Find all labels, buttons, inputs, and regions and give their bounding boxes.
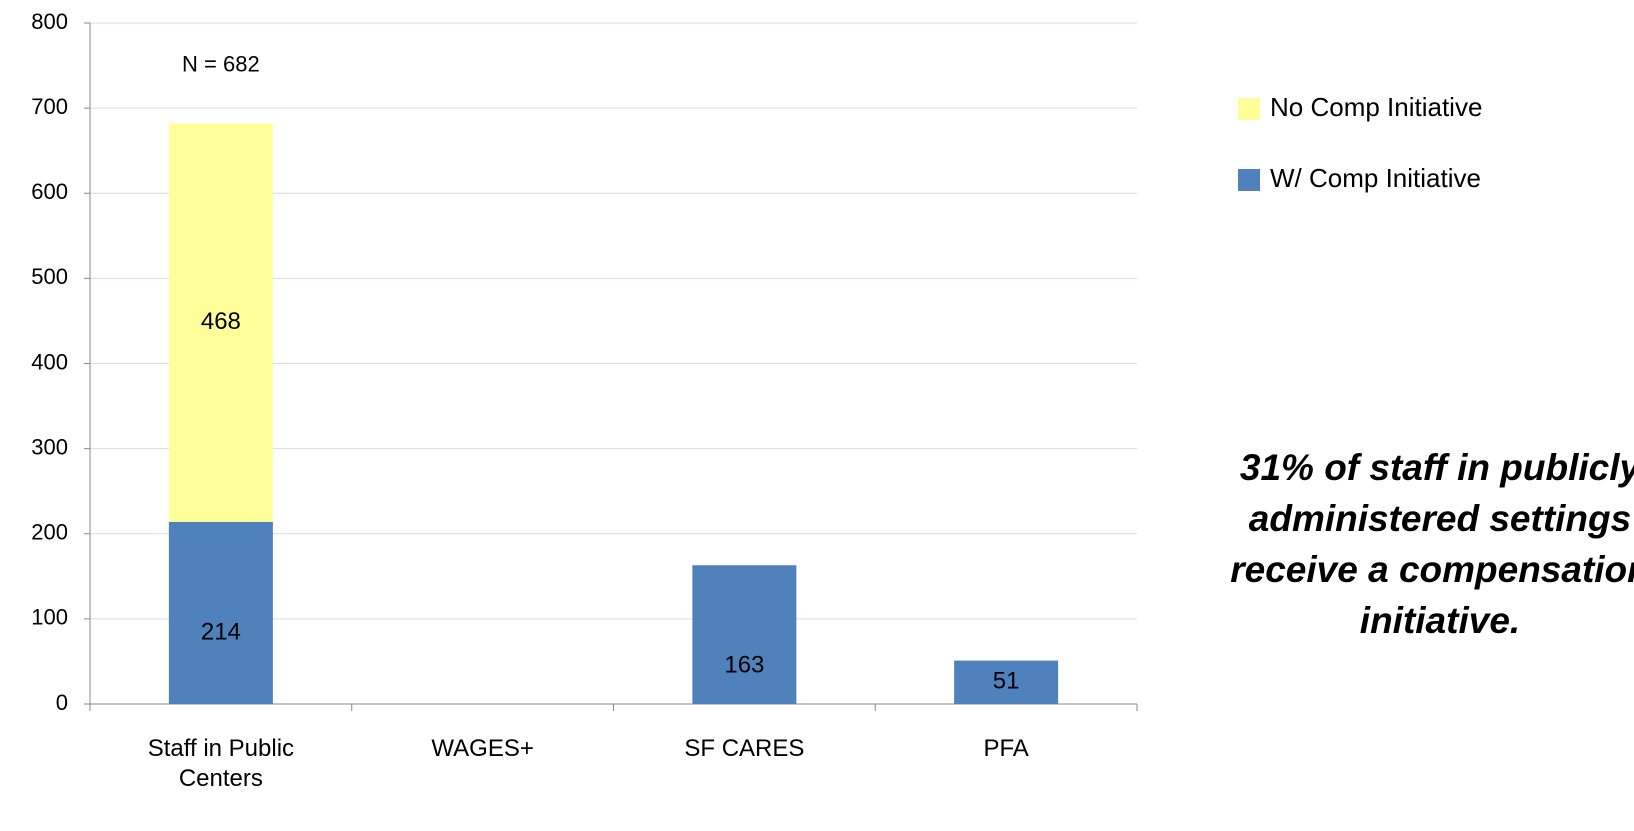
data-label: 163 [724, 651, 764, 678]
x-tick-label: PFA [983, 735, 1029, 762]
legend-swatch [1238, 169, 1260, 191]
bar [954, 660, 1059, 704]
legend-label: W/ Comp Initiative [1270, 163, 1481, 193]
y-tick-label: 300 [31, 434, 68, 459]
data-label: 214 [201, 618, 241, 645]
annotation-total: N = 682 [182, 51, 260, 76]
y-tick-label: 200 [31, 520, 68, 545]
x-tick-label: Staff in Public Centers [147, 735, 295, 792]
bar [168, 123, 273, 522]
y-tick-label: 400 [31, 349, 68, 374]
data-label: 51 [993, 668, 1020, 695]
annotation-note: 31% of staff in publicly administered se… [1230, 447, 1634, 641]
legend-swatch [1238, 98, 1260, 120]
y-tick-label: 500 [31, 264, 68, 289]
legend-label: No Comp Initiative [1270, 92, 1482, 122]
y-tick-label: 600 [31, 179, 68, 204]
y-tick-label: 800 [31, 9, 68, 34]
data-label: 468 [201, 308, 241, 335]
y-tick-label: 0 [56, 690, 68, 715]
x-tick-label: WAGES+ [431, 735, 534, 762]
bar [168, 521, 273, 704]
y-tick-label: 700 [31, 94, 68, 119]
bar [692, 565, 797, 704]
y-tick-label: 100 [31, 605, 68, 630]
x-tick-label: SF CARES [684, 735, 805, 762]
